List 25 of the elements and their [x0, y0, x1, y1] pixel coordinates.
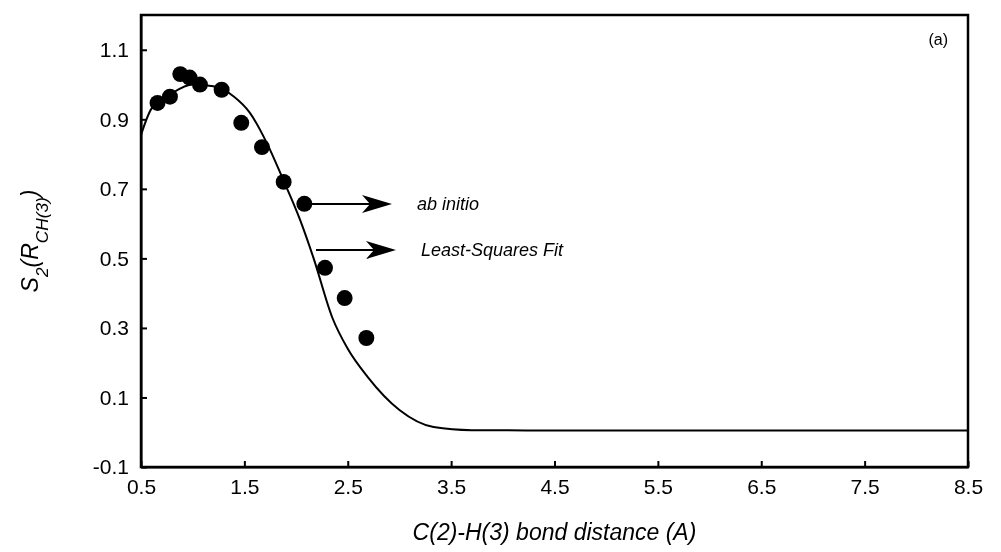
x-tick-label: 1.5: [230, 474, 260, 498]
point: [296, 195, 313, 212]
x-tick-label: 7.5: [850, 474, 880, 498]
x-tick-label: 3.5: [437, 474, 467, 498]
y-tick-label: 0.9: [99, 107, 129, 131]
point: [336, 290, 353, 306]
y-tick-label: -0.1: [92, 455, 129, 479]
x-tick-label: 4.5: [540, 474, 570, 498]
point: [317, 259, 333, 276]
x-tick-label: 5.5: [643, 474, 673, 498]
point: [233, 114, 250, 131]
x-tick-label: 2.5: [333, 474, 363, 498]
x-tick-label: 0.5: [126, 474, 157, 498]
y-tick-label: 0.1: [99, 385, 129, 409]
annotation: ab initio: [417, 194, 480, 214]
y-tick-label: 0.7: [99, 177, 129, 201]
annotation: (a): [928, 31, 948, 48]
y-tick-label: 0.3: [99, 316, 129, 340]
y-tick-label: 1.1: [99, 37, 129, 61]
x-tick-label: 6.5: [747, 474, 777, 498]
annotation: Least-Squares Fit: [421, 240, 565, 260]
point: [358, 330, 375, 346]
x-tick-label: 8.5: [953, 474, 984, 498]
x-axis-title: C(2)-H(3) bond distance (A): [412, 519, 697, 545]
y-tick-label: 0.5: [99, 246, 129, 270]
